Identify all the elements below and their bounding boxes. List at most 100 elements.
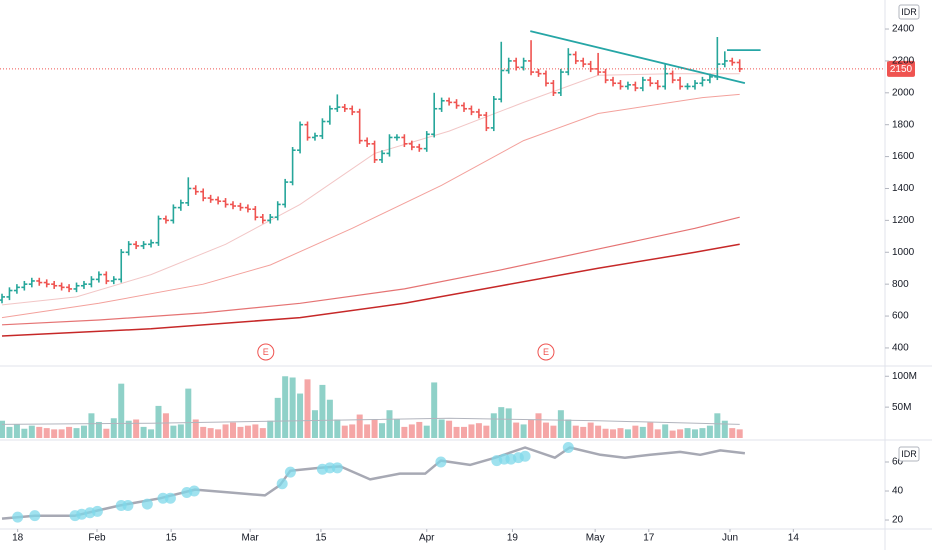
- volume-bar: [706, 425, 713, 438]
- volume-bar: [460, 426, 467, 438]
- volume-bar: [252, 424, 259, 438]
- volume-bar: [103, 428, 110, 438]
- volume-bar: [684, 428, 691, 438]
- volume-bar: [192, 419, 199, 438]
- volume-bar: [714, 413, 721, 438]
- y-tick-label: 1600: [892, 151, 915, 162]
- volume-bar: [490, 413, 497, 438]
- y-tick-label: 1400: [892, 183, 915, 194]
- volume-bar: [632, 425, 639, 438]
- signal-marker: [519, 450, 531, 462]
- unit-label: IDR: [901, 7, 917, 17]
- volume-bar: [535, 413, 542, 438]
- signal-marker: [284, 466, 296, 478]
- volume-bar: [95, 421, 102, 438]
- volume-bar: [610, 429, 617, 438]
- x-tick-label: May: [586, 533, 605, 544]
- event-marker: [257, 343, 275, 361]
- volume-bar: [699, 428, 706, 438]
- volume-bar: [528, 419, 535, 438]
- y-tick-label: 20: [892, 515, 904, 526]
- volume-bar: [289, 377, 296, 438]
- volume-bar: [259, 428, 266, 438]
- volume-bar: [483, 425, 490, 438]
- volume-bar: [416, 421, 423, 438]
- volume-bar: [148, 429, 155, 438]
- volume-bar: [244, 425, 251, 438]
- moving-average: [1, 93, 740, 319]
- volume-average: [1, 417, 740, 425]
- volume-bar: [446, 420, 453, 438]
- volume-bar: [319, 384, 326, 438]
- volume-bar: [73, 428, 80, 438]
- volume-bar: [51, 429, 58, 438]
- volume-bar: [341, 425, 348, 438]
- volume-bar: [431, 382, 438, 438]
- y-tick-label: 2200: [892, 56, 915, 67]
- volume-bar: [520, 424, 527, 438]
- volume-bar: [386, 410, 393, 438]
- signal-marker: [122, 500, 134, 512]
- volume-bar: [654, 429, 661, 438]
- x-tick-label: 18: [12, 533, 24, 544]
- volume-bar: [13, 424, 20, 438]
- y-tick-label: 400: [892, 343, 909, 354]
- y-tick-label: 1200: [892, 215, 915, 226]
- volume-bar: [580, 426, 587, 438]
- volume-bar: [311, 410, 318, 438]
- x-tick-label: Jun: [722, 533, 738, 544]
- volume-bar: [513, 422, 520, 438]
- volume-bar: [21, 428, 28, 438]
- event-marker: [537, 343, 555, 361]
- volume-bar: [550, 425, 557, 438]
- volume-bar: [230, 422, 237, 438]
- volume-bar: [453, 426, 460, 438]
- volume-bar: [88, 413, 95, 438]
- volume-bar: [408, 424, 415, 438]
- volume-bar: [475, 423, 482, 438]
- volume-bar: [393, 419, 400, 438]
- volume-bar: [274, 397, 281, 438]
- signal-marker: [29, 510, 41, 522]
- volume-bar: [557, 410, 564, 438]
- volume-bar: [237, 426, 244, 438]
- last-price-label: 2150: [890, 64, 913, 75]
- volume-bar: [162, 413, 169, 438]
- x-tick-label: Apr: [419, 533, 435, 544]
- volume-bar: [617, 428, 624, 438]
- volume-bar: [498, 407, 505, 438]
- signal-marker: [435, 456, 447, 468]
- volume-bar: [28, 425, 35, 438]
- signal-marker: [12, 511, 24, 523]
- y-tick-label: 600: [892, 311, 909, 322]
- volume-bar: [565, 419, 572, 438]
- moving-average: [1, 216, 740, 326]
- volume-bar: [736, 429, 743, 438]
- volume-bar: [110, 418, 117, 438]
- volume-bar: [624, 429, 631, 438]
- volume-bar: [222, 424, 229, 438]
- volume-bar: [155, 405, 162, 438]
- volume-bar: [200, 426, 207, 438]
- volume-bar: [118, 383, 125, 438]
- volume-bar: [438, 419, 445, 438]
- volume-bar: [66, 426, 73, 438]
- volume-bar: [602, 428, 609, 438]
- unit-box: [898, 4, 920, 20]
- volume-bar: [364, 424, 371, 438]
- volume-bar: [401, 426, 408, 438]
- volume-bar: [185, 388, 192, 438]
- x-tick-label: 14: [788, 533, 800, 544]
- volume-bar: [282, 376, 289, 438]
- last-price-box: [887, 60, 915, 77]
- volume-bar: [587, 422, 594, 438]
- signal-marker: [91, 505, 103, 517]
- y-tick-label: 1800: [892, 119, 915, 130]
- x-tick-label: Feb: [88, 533, 106, 544]
- unit-label: IDR: [901, 449, 917, 459]
- volume-bar: [691, 429, 698, 438]
- x-tick-label: 15: [166, 533, 178, 544]
- moving-average: [1, 243, 740, 337]
